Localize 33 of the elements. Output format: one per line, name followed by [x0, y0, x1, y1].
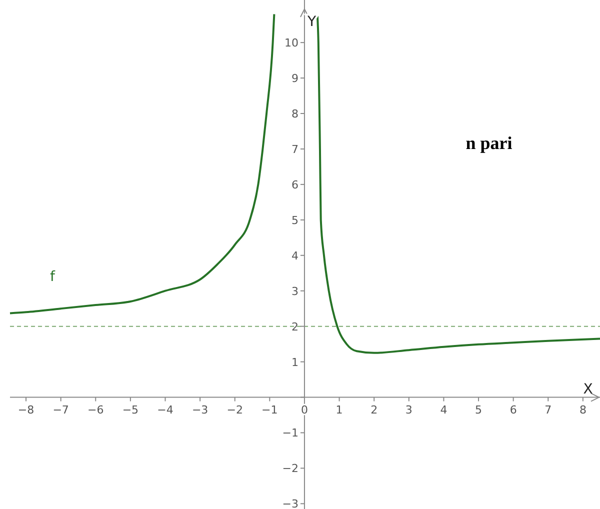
x-tick-label: −3 [192, 403, 208, 416]
x-tick-label: 1 [336, 403, 343, 416]
x-tick-label: 4 [440, 403, 448, 416]
y-tick-label: 7 [291, 142, 298, 156]
y-axis-title: Y [306, 14, 316, 30]
x-tick-label: 8 [579, 403, 586, 416]
x-tick-label: 5 [475, 403, 482, 416]
annotation: n pari [466, 132, 512, 153]
y-tick-label: 2 [291, 320, 298, 334]
y-tick-label: 8 [291, 108, 298, 121]
y-tick-label: −2 [282, 462, 298, 476]
x-tick-label: 7 [544, 403, 552, 416]
y-tick-label: 4 [291, 249, 298, 262]
y-tick-label: 5 [291, 214, 298, 227]
x-axis-title: X [583, 381, 594, 398]
y-tick-label: 9 [291, 72, 298, 86]
x-tick-label: −8 [18, 403, 34, 416]
x-tick-label: −2 [226, 403, 243, 416]
x-tick-label: 2 [370, 403, 378, 416]
y-tick-label: 6 [291, 178, 298, 192]
x-tick-label: −4 [157, 403, 174, 416]
series-label: f [50, 269, 56, 286]
x-tick-label: −7 [52, 403, 69, 416]
y-tick-label: −3 [282, 498, 298, 509]
y-tick-label: 1 [291, 356, 298, 369]
y-tick-label: 10 [284, 36, 298, 50]
x-tick-label: −1 [262, 403, 278, 416]
y-tick-label: −1 [282, 426, 298, 440]
x-tick-label: −6 [88, 403, 104, 416]
y-tick-label: 3 [291, 284, 298, 298]
x-tick-label: 6 [510, 403, 517, 416]
x-tick-label: 3 [405, 403, 412, 416]
x-tick-label: −5 [122, 403, 139, 416]
